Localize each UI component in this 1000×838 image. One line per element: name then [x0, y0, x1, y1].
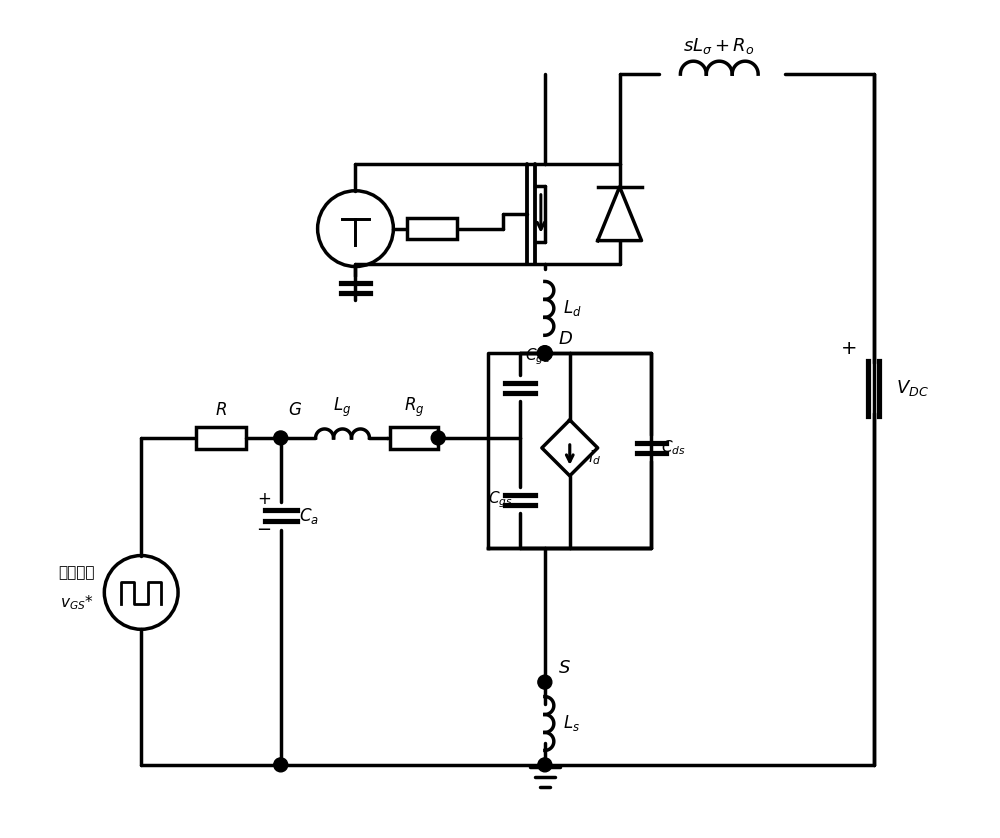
Text: $C_{gd}$: $C_{gd}$ [525, 346, 551, 366]
Circle shape [431, 431, 445, 445]
Text: $S$: $S$ [558, 660, 571, 677]
Text: −: − [256, 520, 271, 539]
Text: $L_{s}$: $L_{s}$ [563, 713, 580, 733]
Bar [390, 427, 438, 449]
Text: $R$: $R$ [215, 401, 227, 419]
Text: $v_{GS}$*: $v_{GS}$* [60, 593, 93, 612]
Text: $D$: $D$ [558, 330, 573, 349]
Circle shape [274, 758, 288, 772]
Text: $R_{g}$: $R_{g}$ [404, 396, 425, 419]
Circle shape [274, 431, 288, 445]
Circle shape [538, 758, 552, 772]
Text: $i_{d}$: $i_{d}$ [588, 448, 601, 468]
Text: $C_{ds}$: $C_{ds}$ [661, 438, 686, 458]
Text: $sL_{\sigma}+R_{o}$: $sL_{\sigma}+R_{o}$ [683, 36, 755, 56]
Text: $C_{gs}$: $C_{gs}$ [488, 489, 513, 510]
Bar [407, 218, 457, 239]
Text: $V_{DC}$: $V_{DC}$ [896, 378, 928, 398]
Text: $C_{a}$: $C_{a}$ [299, 505, 319, 525]
Text: 驱动信号: 驱动信号 [58, 565, 95, 580]
Text: +: + [841, 339, 857, 358]
Circle shape [538, 347, 551, 360]
Circle shape [538, 346, 552, 360]
Text: $L_{g}$: $L_{g}$ [333, 396, 352, 419]
Text: $G$: $G$ [288, 401, 302, 419]
Circle shape [538, 675, 552, 689]
Bar [196, 427, 246, 449]
Text: $L_{d}$: $L_{d}$ [563, 298, 581, 318]
Text: +: + [257, 489, 271, 508]
